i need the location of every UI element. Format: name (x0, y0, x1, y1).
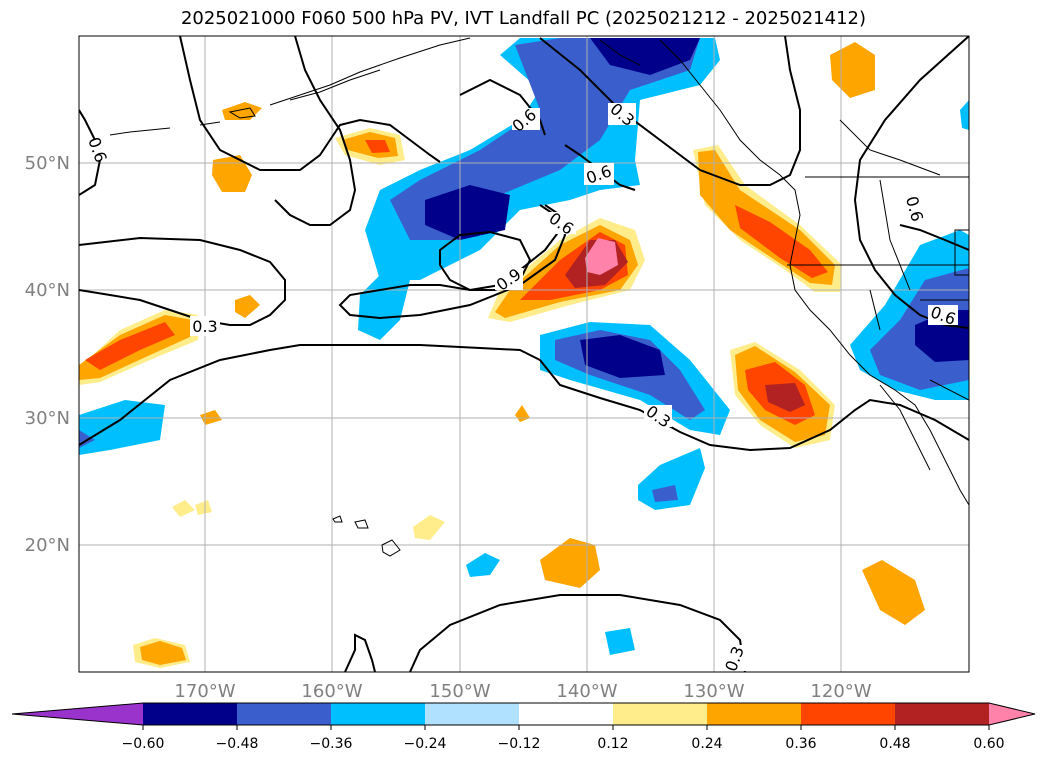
colorbar-tick-label: 0.60 (973, 736, 1004, 752)
longitude-labels: 170°W 160°W 150°W 140°W 130°W 120°W (174, 681, 871, 702)
contour-labels: 0.6 0.6 0.3 0.6 0.6 0.9 0.3 0.6 0.6 0.3 … (84, 99, 958, 672)
map-title: 2025021000 F060 500 hPa PV, IVT Landfall… (180, 8, 867, 29)
lat-label-20n: 20°N (25, 535, 70, 556)
colorbar-tick-label: −0.36 (310, 736, 353, 752)
map-panel: 0.6 0.6 0.3 0.6 0.6 0.9 0.3 0.6 0.6 0.3 … (79, 36, 969, 672)
colorbar: −0.60 −0.48 −0.36 −0.24 −0.12 0.12 0.24 0.36 0.4… (11, 702, 1036, 752)
negative-anomaly-fill (79, 38, 969, 655)
latitude-labels: 50°N 40°N 30°N 20°N (25, 153, 70, 556)
colorbar-bin (519, 703, 614, 725)
colorbar-bin (331, 703, 426, 725)
colorbar-tick-label: −0.24 (404, 736, 447, 752)
colorbar-tick-label: −0.60 (122, 736, 165, 752)
lon-label-160w: 160°W (301, 681, 362, 702)
graticule (79, 36, 969, 672)
colorbar-bin (801, 703, 896, 725)
colorbar-tick-label: 0.12 (597, 736, 628, 752)
lat-label-30n: 30°N (25, 408, 70, 429)
colorbar-tick-label: −0.12 (498, 736, 541, 752)
colorbar-bin (707, 703, 802, 725)
positive-anomaly-fill (79, 42, 925, 668)
lon-label-130w: 130°W (683, 681, 744, 702)
colorbar-bin (237, 703, 332, 725)
colorbar-tick-label: 0.36 (785, 736, 816, 752)
lat-label-40n: 40°N (25, 280, 70, 301)
lon-label-140w: 140°W (556, 681, 617, 702)
colorbar-tick-label: 0.24 (691, 736, 722, 752)
colorbar-tick-label: 0.48 (879, 736, 910, 752)
colorbar-extend-min (12, 703, 143, 725)
colorbar-extend-max (989, 703, 1035, 725)
lat-label-50n: 50°N (25, 153, 70, 174)
contour-label: 0.3 (192, 317, 217, 336)
colorbar-bin (425, 703, 520, 725)
lon-label-170w: 170°W (174, 681, 235, 702)
colorbar-bin (613, 703, 708, 725)
coastlines (109, 37, 969, 557)
colorbar-bin (895, 703, 990, 725)
colorbar-tick-label: −0.48 (216, 736, 259, 752)
colorbar-bin (143, 703, 238, 725)
lon-label-120w: 120°W (810, 681, 871, 702)
map-frame (78, 35, 970, 673)
lon-label-150w: 150°W (429, 681, 490, 702)
